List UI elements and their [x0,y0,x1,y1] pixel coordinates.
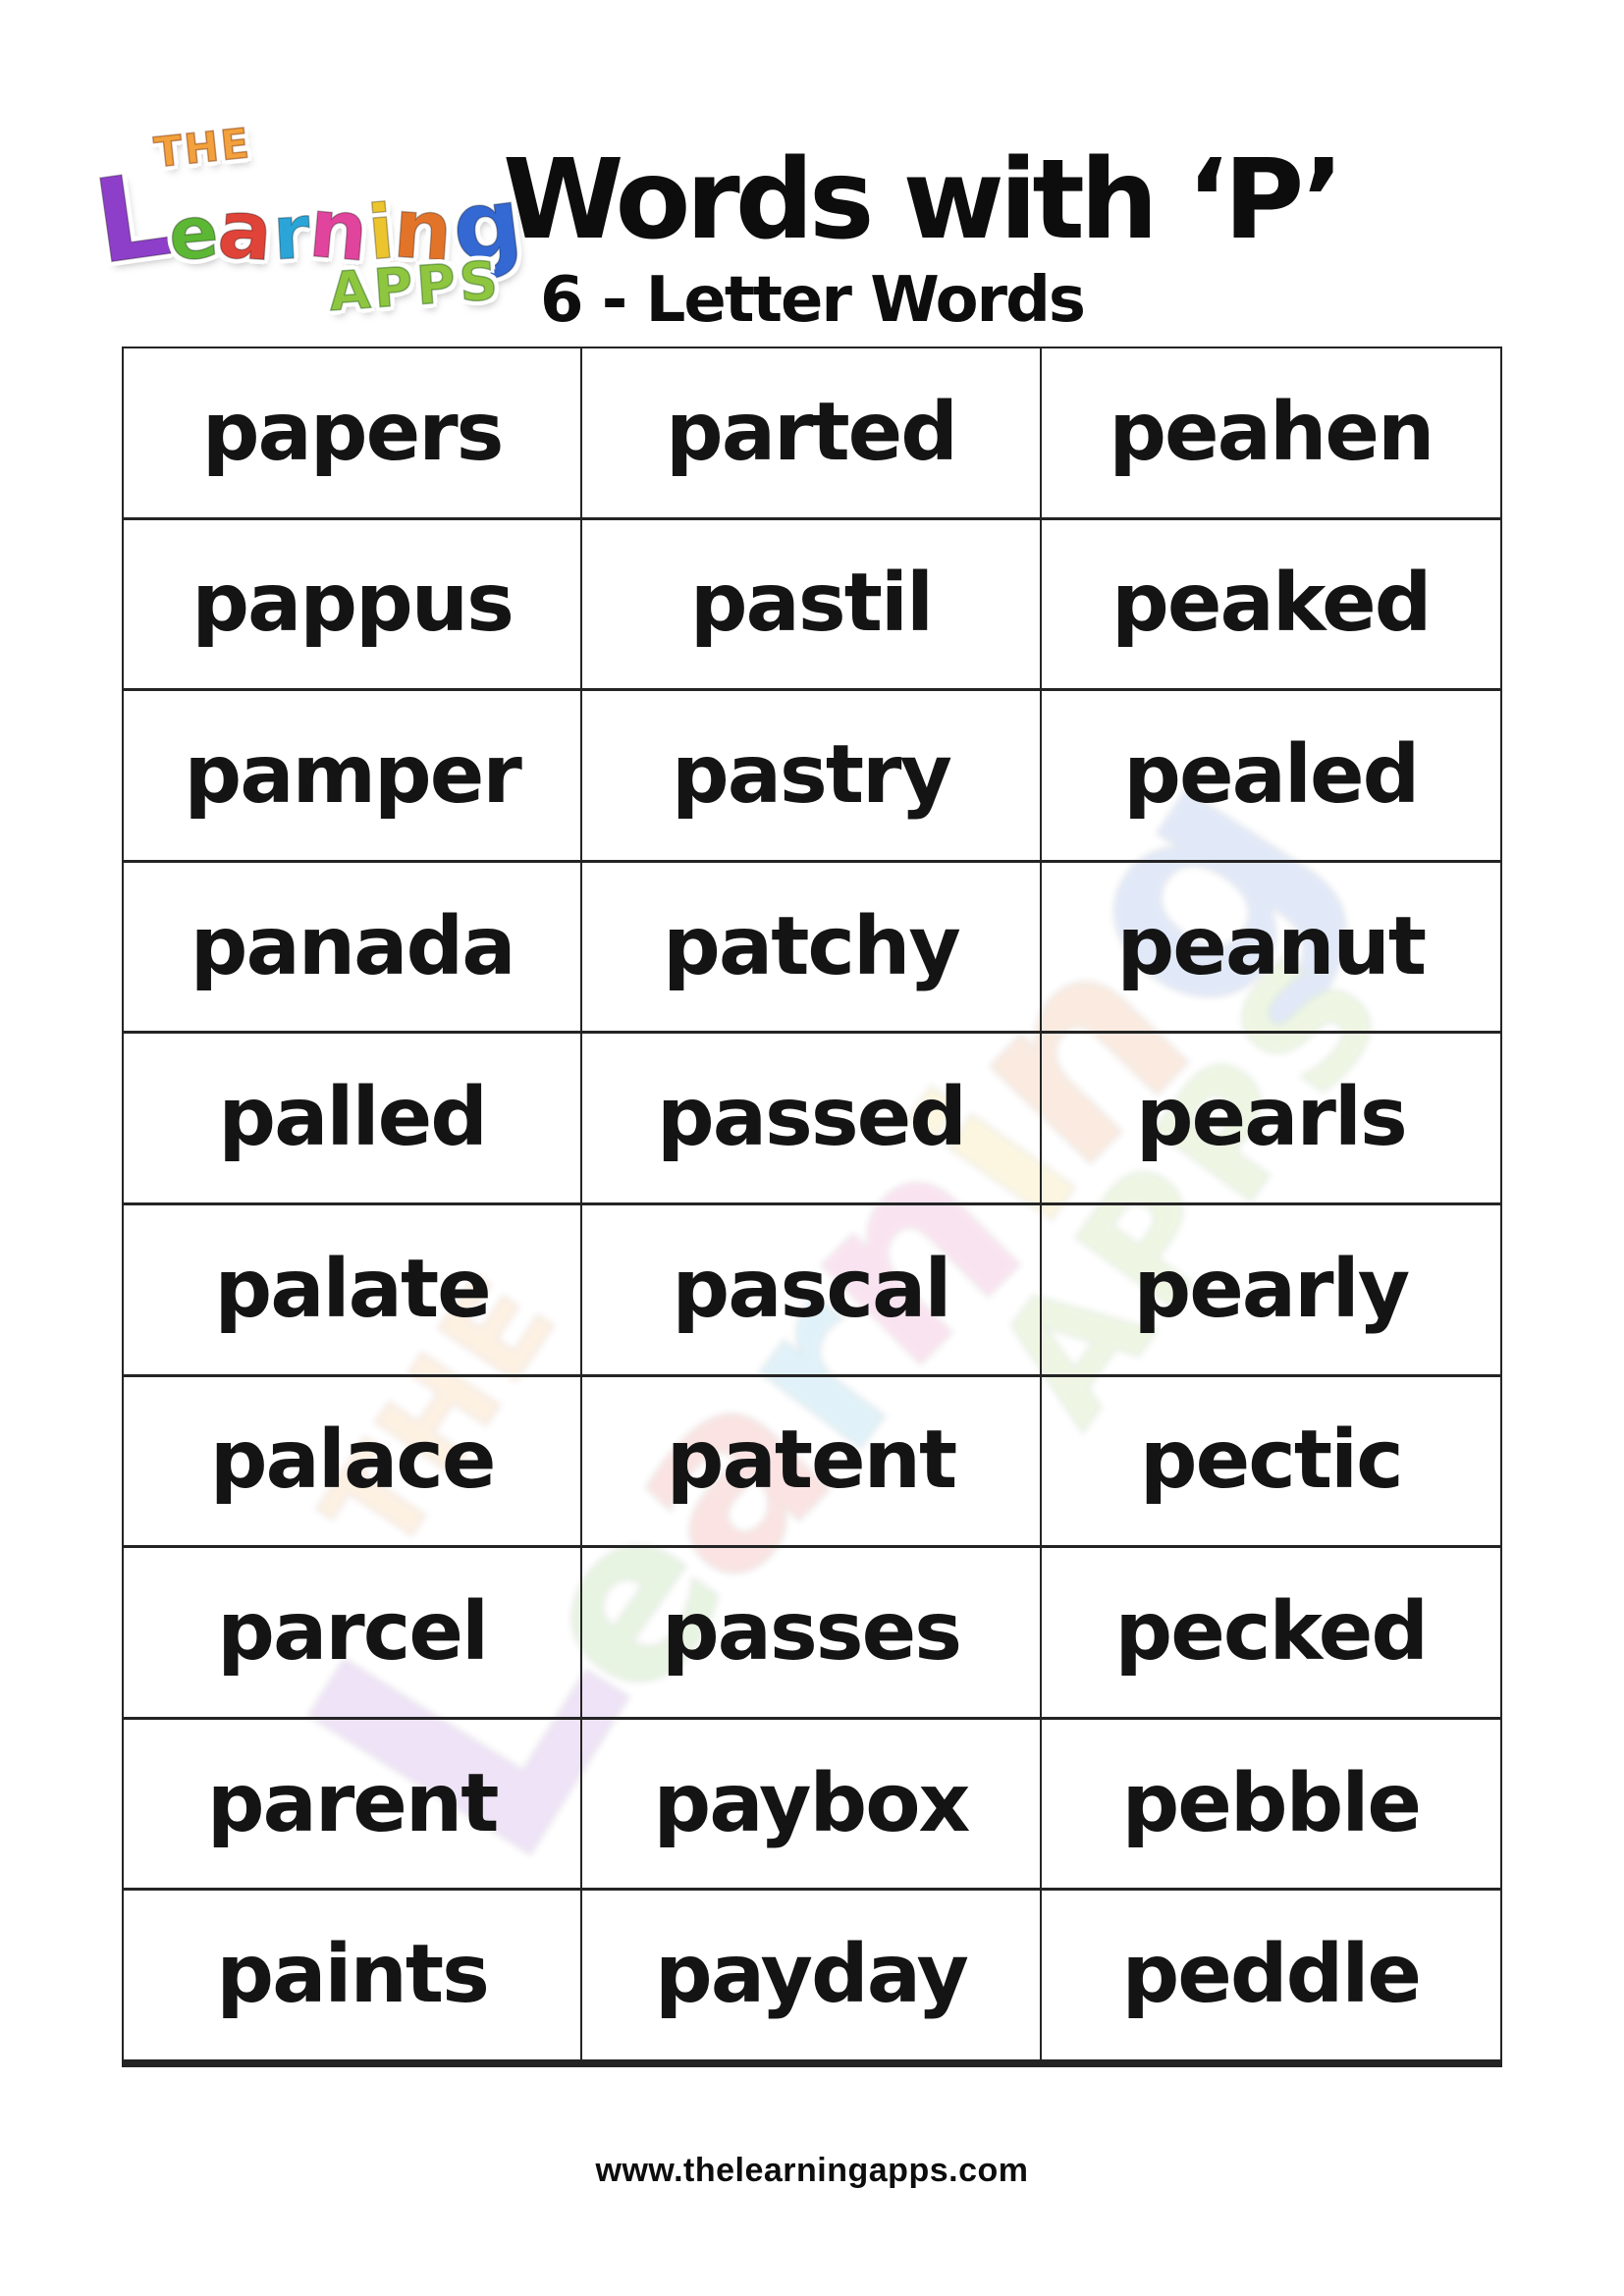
word-cell: paints [124,1891,583,2062]
word-cell: peaked [1041,520,1500,692]
word-cell: pectic [1041,1377,1500,1549]
word-cell: palace [124,1376,583,1549]
word-cell: pealed [1041,691,1500,863]
word-cell: papers [124,348,583,520]
word-cell: parent [124,1719,583,1892]
word-cell: pearls [1041,1034,1500,1205]
word-cell: peahen [1041,348,1500,520]
word-table: papers parted peahen pappus pastil peaked pamp… [122,347,1502,2067]
word-cell: patent [582,1376,1042,1549]
word-cell: peddle [1041,1891,1500,2062]
word-cell: palate [124,1204,583,1377]
word-cell: pearly [1041,1205,1500,1377]
page-subtitle: 6 - Letter Words [539,264,1086,337]
word-cell: paybox [582,1719,1042,1892]
logo-letter: L [85,145,179,292]
page-subtitle-wrap: 6 - Letter Words [122,269,1502,332]
word-cell: pastry [582,691,1042,863]
logo-letter: e [165,188,223,279]
word-cell: palled [124,1034,583,1205]
footer-website-url: www.thelearningapps.com [595,2152,1029,2189]
word-cell: pecked [1041,1548,1500,1720]
page-title: Words with ‘P’ [503,136,1344,264]
word-cell: passes [582,1548,1042,1720]
word-cell: passed [582,1034,1042,1205]
word-cell: parcel [124,1548,583,1720]
word-cell: pamper [124,691,583,863]
word-cell: pastil [582,519,1042,692]
word-cell: parted [582,348,1042,520]
word-cell: pappus [124,519,583,692]
logo-letter: r [270,187,313,277]
word-cell: pebble [1041,1720,1500,1892]
word-cell: patchy [582,862,1042,1035]
word-cell: pascal [582,1204,1042,1377]
logo-letter: a [214,182,277,280]
word-cell: payday [582,1891,1042,2062]
word-cell: peanut [1041,863,1500,1035]
word-cell: panada [124,862,583,1035]
